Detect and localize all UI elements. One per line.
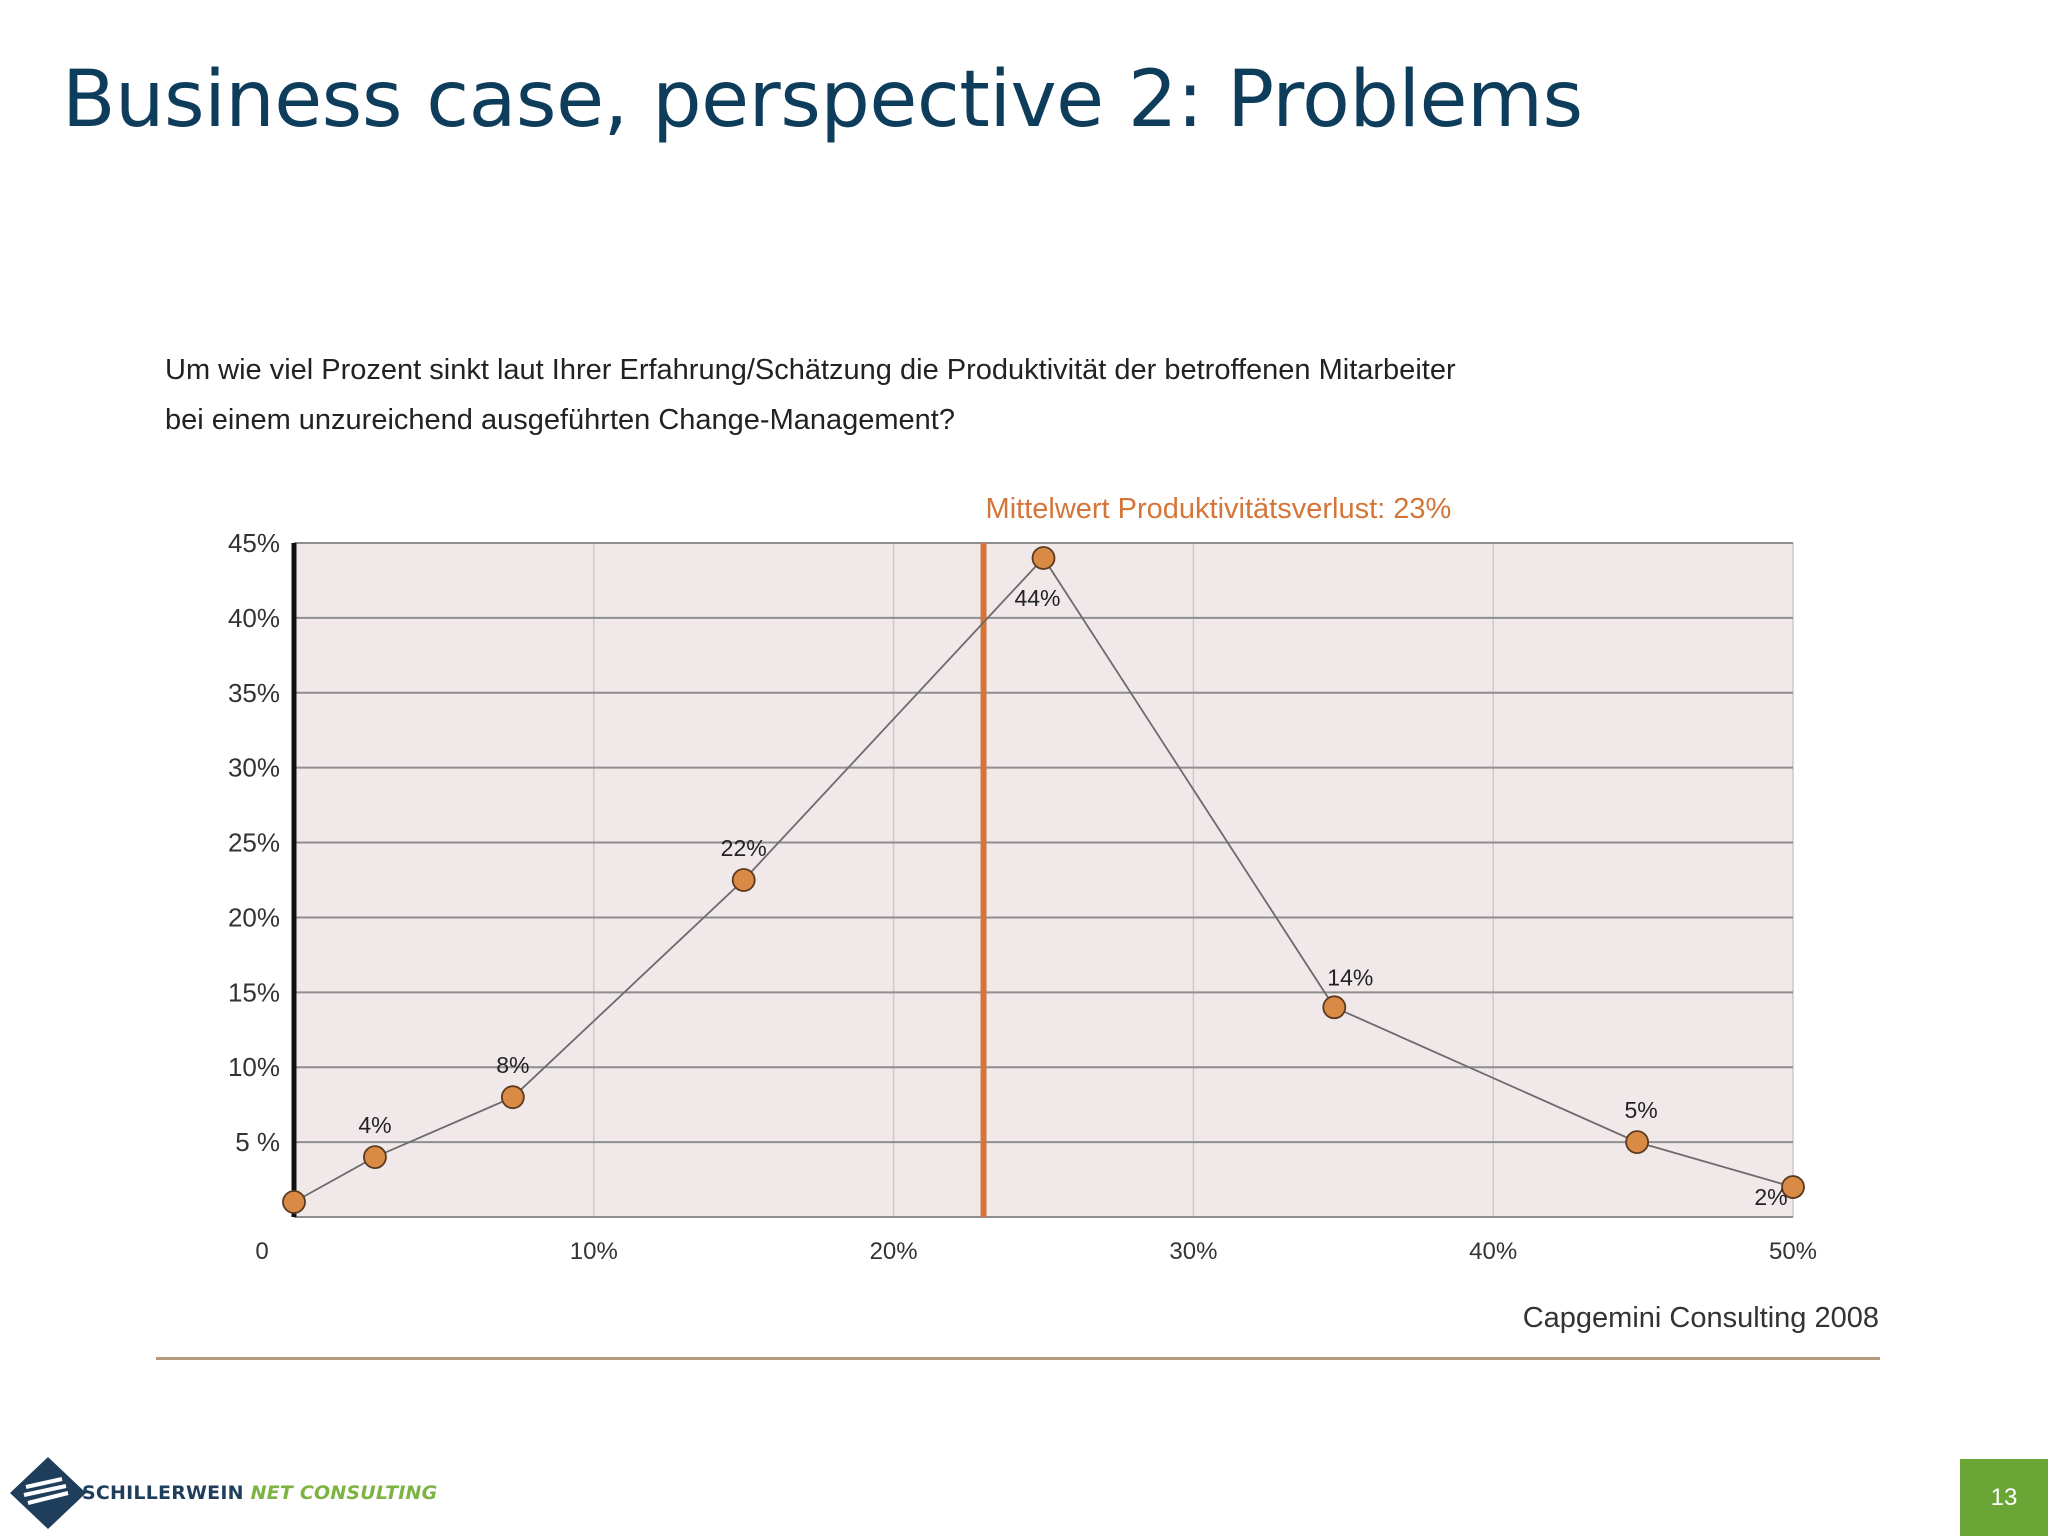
x-tick-label: 50%: [1769, 1238, 1817, 1265]
data-point: [282, 1190, 306, 1214]
data-point: [1322, 995, 1347, 1020]
productivity-loss-chart: 0 10% 20% 30% 40% 50% 5 % 10% 15% 20% 25% 30% 35% 40%…: [228, 493, 1817, 1265]
question-line-2: bei einem unzureichend ausgeführten Chan…: [165, 404, 955, 436]
y-tick-label: 35%: [228, 678, 280, 708]
data-label: 5%: [1624, 1097, 1657, 1123]
logo-text-secondary: NET CONSULTING: [250, 1482, 438, 1504]
y-tick-label: 10%: [228, 1052, 280, 1082]
mean-line-label: Mittelwert Produktivitätsverlust: 23%: [986, 493, 1452, 525]
logo-diamond-icon: [10, 1457, 86, 1529]
y-tick-label: 5 %: [235, 1127, 280, 1157]
source-credit: Capgemini Consulting 2008: [1522, 1302, 1879, 1334]
logo-text-primary: SCHILLERWEIN: [82, 1482, 244, 1504]
data-point: [500, 1085, 525, 1110]
data-label: 8%: [496, 1052, 529, 1078]
y-tick-label: 45%: [228, 528, 280, 558]
footer-divider: [156, 1357, 1880, 1360]
slide-title: Business case, perspective 2: Problems: [62, 55, 1583, 145]
x-tick-label: 0: [255, 1238, 268, 1265]
data-label: 2%: [1754, 1184, 1787, 1210]
data-point: [363, 1145, 387, 1169]
company-logo: SCHILLERWEIN NET CONSULTING: [8, 1455, 437, 1531]
y-tick-label: 40%: [228, 603, 280, 633]
x-tick-label: 30%: [1169, 1238, 1217, 1265]
y-tick-label: 25%: [228, 828, 280, 858]
data-point: [1781, 1175, 1805, 1199]
data-point: [731, 868, 756, 892]
y-tick-label: 20%: [228, 902, 280, 932]
data-label: 22%: [721, 835, 767, 861]
question-line-1: Um wie viel Prozent sinkt laut Ihrer Erf…: [165, 354, 1456, 386]
survey-question: Um wie viel Prozent sinkt laut Ihrer Erf…: [165, 345, 1765, 445]
y-tick-label: 30%: [228, 753, 280, 783]
data-label: 4%: [358, 1112, 391, 1138]
logo-text: SCHILLERWEIN NET CONSULTING: [82, 1482, 437, 1504]
data-label: 14%: [1327, 964, 1373, 990]
x-tick-label: 40%: [1469, 1238, 1517, 1265]
data-point: [1625, 1130, 1650, 1155]
page-number: 13: [1960, 1459, 2048, 1536]
series-line: [293, 556, 1794, 1203]
y-tick-label: 15%: [228, 977, 280, 1007]
x-tick-label: 20%: [870, 1238, 918, 1265]
data-label: 44%: [1014, 585, 1060, 611]
plot-area: [294, 543, 1793, 1217]
x-tick-label: 10%: [570, 1238, 618, 1265]
data-point: [1031, 546, 1056, 570]
